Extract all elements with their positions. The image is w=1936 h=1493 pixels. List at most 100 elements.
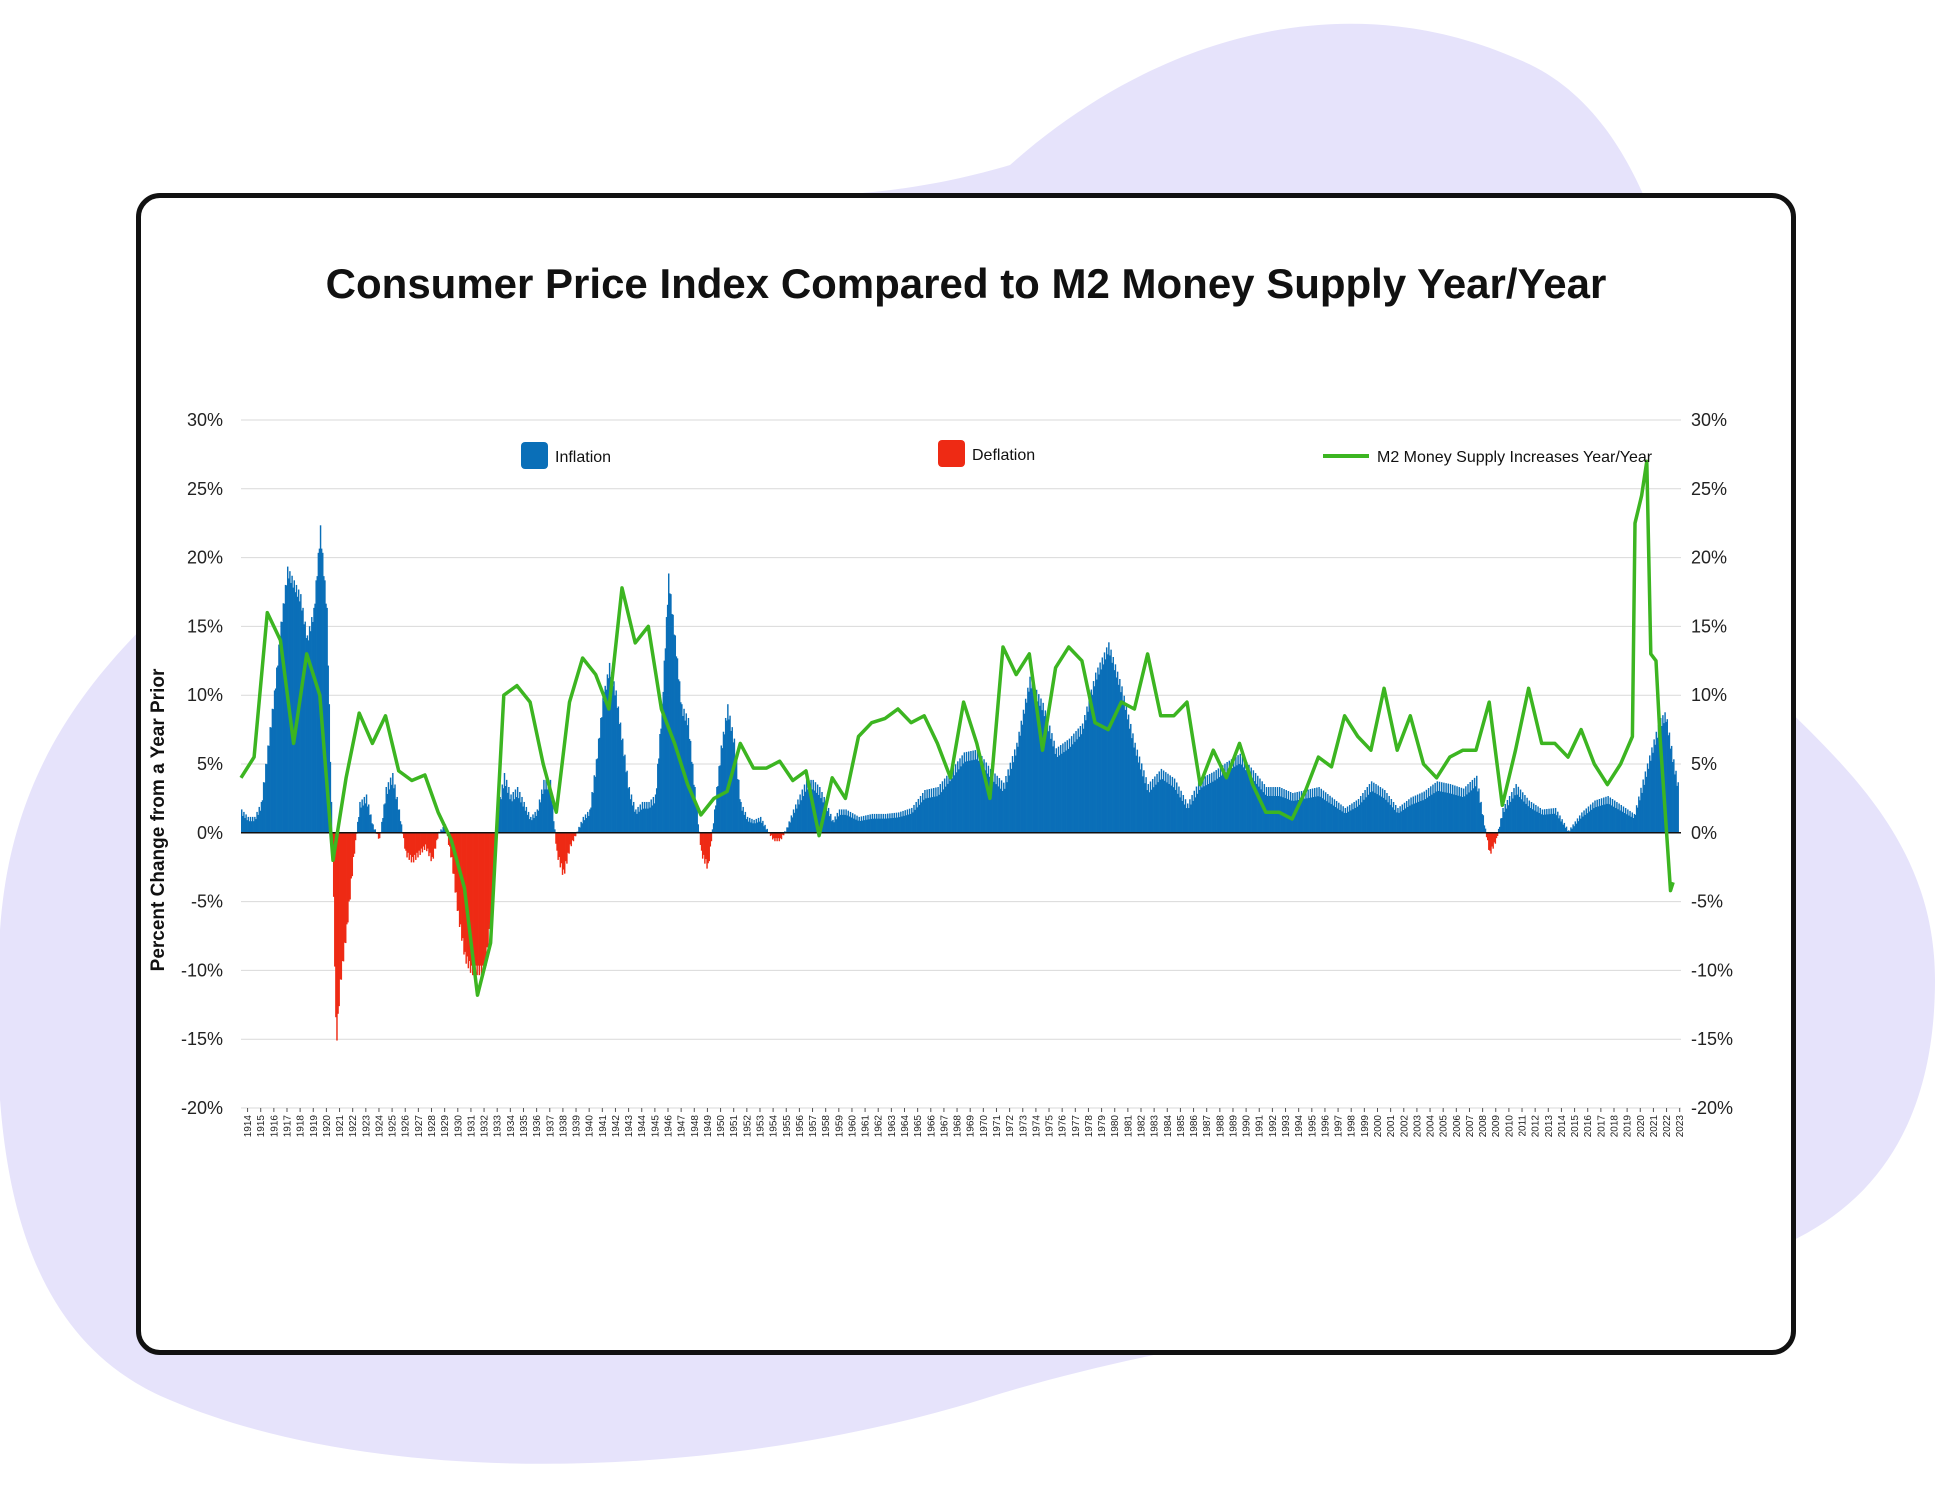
cpi-bar — [628, 786, 631, 833]
cpi-bar — [1068, 738, 1071, 833]
cpi-bar — [892, 817, 894, 833]
cpi-bar — [1575, 823, 1578, 833]
cpi-bar — [1102, 664, 1105, 833]
cpi-bar — [962, 763, 964, 833]
cpi-bar — [958, 769, 960, 833]
cpi-bar — [481, 832, 484, 966]
cpi-bar — [561, 832, 564, 875]
cpi-bar — [468, 832, 471, 962]
cpi-bar — [1119, 679, 1121, 833]
cpi-bar — [795, 804, 797, 833]
cpi-bar — [1204, 776, 1206, 833]
cpi-bar — [1149, 781, 1152, 833]
cpi-bar — [777, 832, 779, 839]
cpi-bar — [1423, 791, 1425, 833]
cpi-bar — [1087, 711, 1089, 833]
cpi-bar — [1586, 813, 1589, 833]
x-tick-label: 1915 — [256, 1115, 267, 1138]
cpi-bar — [581, 823, 583, 833]
x-tick-label: 1957 — [808, 1115, 819, 1138]
cpi-bar — [594, 776, 597, 833]
cpi-bar — [607, 678, 610, 833]
cpi-bar — [442, 826, 444, 833]
x-tick-label: 1925 — [388, 1115, 399, 1138]
cpi-bar — [1351, 803, 1353, 833]
cpi-bar — [1276, 787, 1279, 833]
cpi-bar — [968, 751, 970, 833]
cpi-bar — [631, 805, 634, 833]
cpi-bar — [1099, 662, 1101, 833]
cpi-bar — [1639, 800, 1641, 833]
cpi-bar — [1073, 733, 1075, 833]
x-tick-label: 1931 — [466, 1115, 477, 1138]
cpi-bar — [1666, 719, 1668, 833]
x-tick-label: 1928 — [427, 1115, 438, 1138]
cpi-bar — [830, 813, 832, 833]
cpi-bar — [778, 832, 781, 842]
cpi-bar — [1350, 810, 1352, 833]
cpi-bar — [811, 789, 813, 833]
cpi-bar — [1355, 800, 1358, 833]
cpi-bar — [545, 779, 547, 833]
cpi-bar — [969, 760, 971, 833]
x-tick-label: 1984 — [1163, 1115, 1174, 1138]
cpi-bar — [1240, 764, 1243, 833]
cpi-bar — [1226, 762, 1228, 833]
cpi-bar — [1096, 679, 1098, 833]
cpi-bar — [896, 817, 899, 833]
cpi-bar — [1146, 790, 1148, 833]
cpi-bar — [399, 821, 402, 833]
cpi-bar — [1283, 789, 1285, 833]
cpi-bar — [1650, 760, 1652, 833]
cpi-bar — [1097, 667, 1099, 833]
cpi-bar — [797, 799, 799, 833]
cpi-bar — [1051, 733, 1053, 833]
cpi-bar — [937, 787, 939, 833]
cpi-bar — [251, 816, 254, 833]
cpi-bar — [755, 818, 758, 833]
cpi-bar — [527, 811, 530, 833]
cpi-bar — [1444, 792, 1446, 833]
cpi-bar — [696, 809, 698, 833]
cpi-bar — [991, 779, 993, 833]
cpi-bar — [824, 806, 827, 833]
cpi-bar — [507, 792, 509, 833]
cpi-bar — [478, 832, 481, 976]
cpi-bar — [1548, 808, 1550, 833]
cpi-bar — [1246, 762, 1248, 833]
cpi-bar — [369, 814, 371, 833]
cpi-bar — [998, 778, 1001, 833]
cpi-bar — [746, 816, 749, 833]
cpi-bar — [659, 734, 661, 833]
cpi-bar — [747, 821, 750, 833]
cpi-bar — [599, 737, 601, 833]
cpi-bar — [277, 665, 279, 833]
cpi-bar — [245, 814, 247, 833]
cpi-bar — [1379, 787, 1382, 833]
cpi-bar — [461, 832, 463, 941]
cpi-bar — [909, 813, 912, 833]
cpi-bar — [1530, 801, 1533, 833]
x-tick-label: 2006 — [1452, 1115, 1463, 1138]
cpi-bar — [1534, 810, 1536, 833]
cpi-bar — [469, 832, 472, 973]
cpi-bar — [511, 801, 513, 833]
cpi-bar — [1257, 775, 1259, 833]
cpi-bar — [752, 823, 754, 833]
cpi-bar — [789, 822, 791, 833]
cpi-bar — [728, 719, 730, 833]
cpi-bar — [1399, 806, 1401, 833]
cpi-bar — [1377, 785, 1379, 833]
cpi-bar — [890, 818, 892, 833]
cpi-bar — [928, 789, 931, 833]
cpi-bar — [328, 704, 331, 833]
cpi-bar — [299, 601, 301, 833]
cpi-bar — [1195, 786, 1198, 833]
cpi-bar — [308, 626, 311, 833]
cpi-bar — [1234, 766, 1236, 833]
cpi-bar — [285, 585, 288, 833]
cpi-bar — [986, 773, 989, 833]
cpi-bar — [372, 824, 374, 833]
cpi-bar — [351, 832, 354, 877]
cpi-bar — [456, 832, 459, 911]
